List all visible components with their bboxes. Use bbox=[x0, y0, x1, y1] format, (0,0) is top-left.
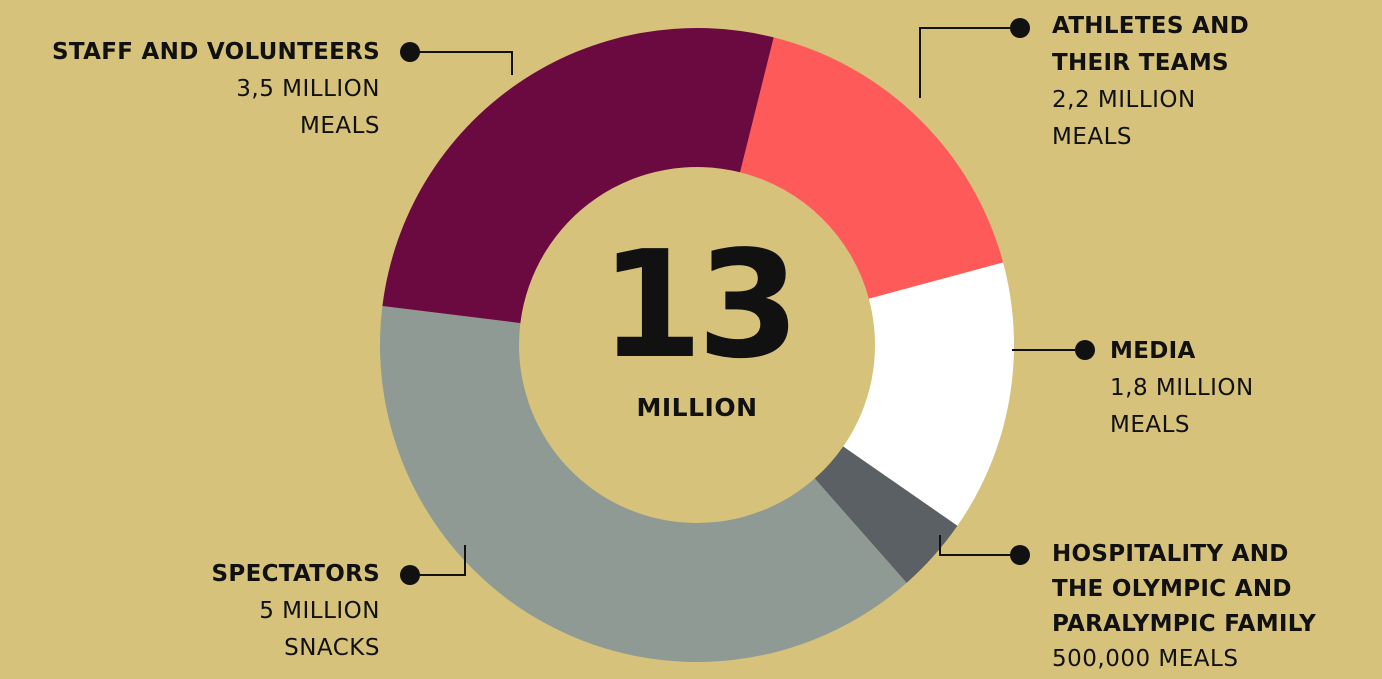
leader-spectators-line bbox=[410, 545, 466, 576]
leader-athletes-line bbox=[919, 27, 1010, 98]
leader-hospitality-line bbox=[939, 535, 1010, 556]
label-athletes-and-their-teams: ATHLETES AND THEIR TEAMS 2,2 MILLION MEA… bbox=[1052, 8, 1249, 156]
slice-staff-and-volunteers bbox=[382, 28, 774, 324]
label-hospitality-olympic-paralympic-family: HOSPITALITY AND THE OLYMPIC AND PARALYMP… bbox=[1052, 537, 1316, 677]
label-value: 2,2 MILLION bbox=[1052, 87, 1196, 113]
label-name: PARALYMPIC FAMILY bbox=[1052, 611, 1317, 637]
slice-spectators bbox=[379, 305, 907, 663]
center-total-unit: MILLION bbox=[636, 393, 758, 422]
center-total-value: 13 bbox=[600, 219, 800, 391]
slice-hospitality bbox=[814, 446, 958, 583]
label-name: ATHLETES AND bbox=[1052, 13, 1250, 39]
label-value: 3,5 MILLION bbox=[236, 76, 380, 102]
leader-hospitality-dot bbox=[1010, 545, 1030, 565]
label-value: MEALS bbox=[1052, 124, 1133, 150]
label-value: 500,000 MEALS bbox=[1052, 646, 1239, 672]
slice-media bbox=[843, 262, 1014, 526]
slice-athletes-and-their-teams bbox=[740, 37, 1004, 299]
leader-media-dot bbox=[1075, 340, 1095, 360]
label-media: MEDIA 1,8 MILLION MEALS bbox=[1110, 333, 1254, 444]
leader-spectators-dot bbox=[400, 565, 420, 585]
leader-staff-dot bbox=[400, 42, 420, 62]
label-value: 5 MILLION bbox=[259, 598, 380, 624]
label-value: MEALS bbox=[1110, 412, 1191, 438]
label-name: HOSPITALITY AND bbox=[1052, 541, 1289, 567]
label-spectators: SPECTATORS 5 MILLION SNACKS bbox=[0, 556, 380, 667]
label-name: THE OLYMPIC AND bbox=[1052, 576, 1292, 602]
label-name: SPECTATORS bbox=[211, 561, 380, 587]
label-value: MEALS bbox=[299, 113, 380, 139]
label-name: MEDIA bbox=[1110, 338, 1196, 364]
label-value: 1,8 MILLION bbox=[1110, 375, 1254, 401]
leader-athletes-dot bbox=[1010, 18, 1030, 38]
label-name: THEIR TEAMS bbox=[1052, 50, 1229, 76]
leader-staff-line bbox=[410, 51, 513, 75]
label-staff-and-volunteers: STAFF AND VOLUNTEERS 3,5 MILLION MEALS bbox=[0, 34, 380, 145]
label-value: SNACKS bbox=[284, 635, 380, 661]
label-name: STAFF AND VOLUNTEERS bbox=[52, 39, 380, 65]
